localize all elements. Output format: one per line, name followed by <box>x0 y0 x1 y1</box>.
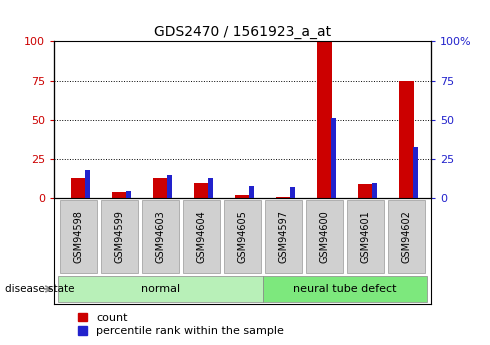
FancyBboxPatch shape <box>263 276 427 302</box>
Bar <box>195 183 209 198</box>
Text: GSM94601: GSM94601 <box>361 210 370 263</box>
Bar <box>125 190 131 198</box>
Bar <box>235 195 250 198</box>
FancyBboxPatch shape <box>388 200 425 273</box>
Text: GSM94599: GSM94599 <box>115 210 124 263</box>
Text: normal: normal <box>141 284 180 294</box>
Bar <box>85 170 90 198</box>
FancyBboxPatch shape <box>224 200 261 273</box>
Text: GSM94600: GSM94600 <box>319 210 330 263</box>
FancyBboxPatch shape <box>183 200 220 273</box>
FancyBboxPatch shape <box>265 200 302 273</box>
FancyBboxPatch shape <box>101 200 138 273</box>
Text: GSM94605: GSM94605 <box>238 210 247 263</box>
Text: GSM94604: GSM94604 <box>196 210 207 263</box>
Text: neural tube defect: neural tube defect <box>294 284 397 294</box>
FancyBboxPatch shape <box>58 276 263 302</box>
FancyBboxPatch shape <box>60 200 97 273</box>
Bar <box>290 187 294 198</box>
Bar <box>153 178 168 198</box>
Text: GSM94597: GSM94597 <box>278 210 289 263</box>
Bar <box>358 184 373 198</box>
Bar <box>167 175 172 198</box>
Bar <box>399 81 414 198</box>
Legend: count, percentile rank within the sample: count, percentile rank within the sample <box>78 313 284 336</box>
Bar <box>413 147 417 198</box>
Text: GSM94602: GSM94602 <box>402 210 412 263</box>
FancyBboxPatch shape <box>306 200 343 273</box>
Text: GSM94598: GSM94598 <box>74 210 83 263</box>
Text: GSM94603: GSM94603 <box>155 210 166 263</box>
Bar <box>331 118 336 198</box>
Bar <box>72 178 86 198</box>
FancyBboxPatch shape <box>347 200 384 273</box>
Bar <box>249 186 254 198</box>
FancyBboxPatch shape <box>142 200 179 273</box>
Bar <box>276 197 291 198</box>
Text: disease state: disease state <box>5 284 74 294</box>
Title: GDS2470 / 1561923_a_at: GDS2470 / 1561923_a_at <box>154 25 331 39</box>
Bar <box>112 192 127 198</box>
Bar <box>372 183 377 198</box>
Bar <box>208 178 213 198</box>
Bar <box>318 41 332 198</box>
